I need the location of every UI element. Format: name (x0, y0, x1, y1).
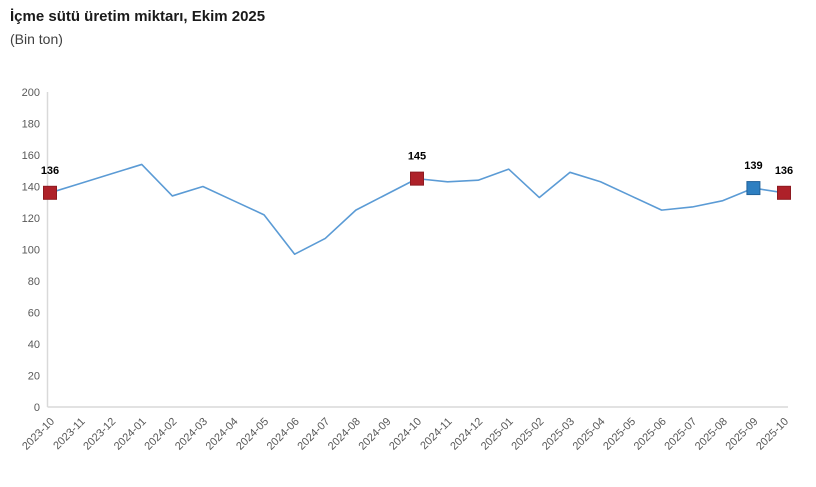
y-tick-label: 120 (22, 213, 40, 225)
x-tick-label: 2024-03 (173, 416, 210, 453)
x-tick-label: 2023-12 (81, 416, 118, 453)
x-tick-label: 2024-09 (357, 416, 394, 453)
x-tick-label: 2025-06 (632, 416, 669, 453)
x-tick-label: 2024-12 (448, 416, 485, 453)
y-tick-label: 100 (22, 245, 40, 257)
y-tick-label: 0 (34, 402, 40, 414)
x-tick-label: 2024-08 (326, 416, 363, 453)
chart-title: İçme sütü üretim miktarı, Ekim 2025 (10, 8, 266, 25)
y-tick-label: 60 (28, 308, 40, 320)
x-tick-label: 2023-10 (20, 416, 57, 453)
y-tick-label: 160 (22, 150, 40, 162)
x-tick-label: 2024-01 (112, 416, 149, 453)
data-point-label: 136 (775, 165, 793, 177)
x-tick-label: 2023-11 (51, 416, 87, 452)
chart-subtitle: (Bin ton) (10, 31, 63, 47)
data-point-marker[interactable] (43, 185, 57, 200)
x-tick-label: 2024-10 (387, 416, 424, 453)
x-tick-label: 2024-02 (142, 416, 179, 453)
x-tick-label: 2025-01 (479, 416, 516, 453)
y-tick-label: 80 (28, 276, 40, 288)
x-tick-label: 2024-11 (418, 416, 454, 452)
x-tick-label: 2025-02 (509, 416, 546, 453)
x-tick-label: 2025-09 (724, 416, 761, 453)
data-point-label: 145 (408, 151, 426, 163)
y-tick-label: 200 (22, 87, 40, 99)
x-tick-label: 2024-04 (204, 416, 241, 453)
data-point-marker[interactable] (746, 181, 761, 196)
data-point-label: 139 (744, 160, 762, 172)
y-tick-label: 20 (28, 371, 40, 383)
x-tick-label: 2024-06 (265, 416, 302, 453)
data-point-marker[interactable] (777, 185, 791, 200)
x-tick-label: 2025-03 (540, 416, 577, 453)
x-tick-label: 2025-04 (571, 416, 608, 453)
x-tick-label: 2025-05 (601, 416, 638, 453)
y-tick-label: 40 (28, 339, 40, 351)
y-tick-label: 180 (22, 119, 40, 131)
x-tick-label: 2024-05 (234, 416, 271, 453)
y-tick-label: 140 (22, 182, 40, 194)
data-point-label: 136 (41, 165, 59, 177)
x-tick-label: 2025-10 (754, 416, 791, 453)
x-tick-label: 2024-07 (295, 416, 332, 453)
x-tick-label: 2025-08 (693, 416, 730, 453)
data-point-marker[interactable] (410, 171, 424, 186)
x-tick-label: 2025-07 (662, 416, 699, 453)
